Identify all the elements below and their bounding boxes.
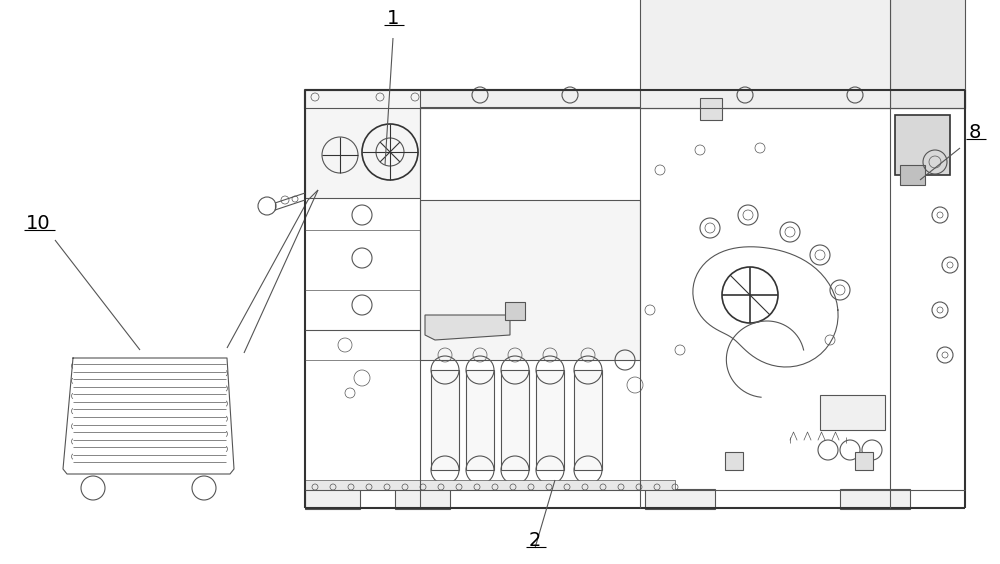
Text: 8: 8 <box>969 123 981 142</box>
Bar <box>725 452 743 470</box>
Text: 10: 10 <box>26 214 50 233</box>
Text: 1: 1 <box>387 9 399 28</box>
Bar <box>855 452 873 470</box>
Bar <box>420 200 640 360</box>
Bar <box>536 370 564 470</box>
Bar <box>501 370 529 470</box>
Bar <box>431 370 459 470</box>
Bar <box>574 370 602 470</box>
Text: 2: 2 <box>529 531 541 550</box>
Polygon shape <box>425 315 510 340</box>
Bar <box>305 480 675 490</box>
Bar <box>305 90 965 108</box>
Bar <box>395 489 450 509</box>
Bar <box>895 115 950 175</box>
Bar <box>700 98 722 120</box>
Bar <box>890 0 965 108</box>
Bar <box>305 489 360 509</box>
Bar <box>305 90 420 198</box>
Bar <box>645 489 715 509</box>
Bar <box>640 0 890 108</box>
Bar <box>840 489 910 509</box>
Bar <box>466 370 494 470</box>
Bar <box>900 165 925 185</box>
Bar <box>505 302 525 320</box>
Bar <box>820 395 885 430</box>
